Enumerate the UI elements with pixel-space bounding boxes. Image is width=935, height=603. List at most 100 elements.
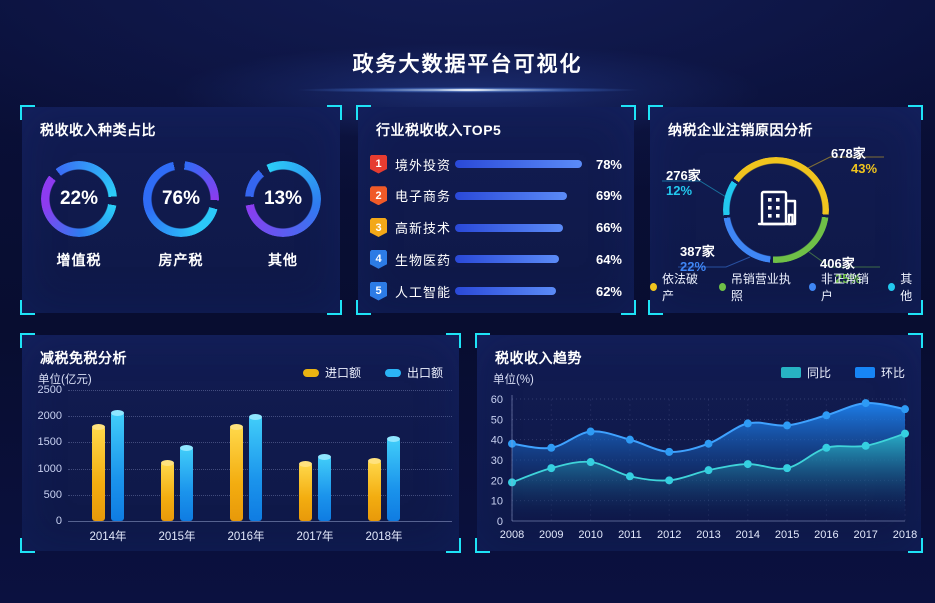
corner-bracket-icon [648,105,663,120]
rank-shield-badge: 5 [370,281,387,301]
huanbi-point [901,405,909,414]
tongbi-point [704,466,713,475]
ring-charts: 22% 增值税 76% 房产税 13% 其他 [28,161,334,270]
percent-value: 78% [595,156,622,172]
corner-bracket-icon [446,538,461,553]
page-header: 政务大数据平台可视化 [0,0,935,100]
legend-swatch-icon [384,368,401,377]
trend-chart-legend: 同比 环比 [780,364,905,381]
donut-legend: 依法破产 吊销营业执照 非正常销户 其他 [650,270,921,304]
percent-value: 66% [595,220,622,235]
export-bar [387,436,400,521]
x-axis-tick-label: 2012 [657,529,681,541]
ring-chart-item: 76% 房产税 [143,161,219,270]
slice-percent-label: 22% [680,259,707,274]
corner-bracket-icon [356,300,371,315]
rank-shield-badge: 3 [370,218,387,237]
bar-track [455,191,582,200]
x-axis-tick-label: 2013 [696,529,720,541]
ring-percent-value: 13% [263,188,303,209]
import-bar [368,458,381,521]
import-bar [299,461,312,521]
rank-shield-badge: 1 [370,154,387,174]
percent-value: 62% [595,283,622,299]
y-axis-tick-label: 2000 [37,410,62,423]
area-trend-chart: 0 10 20 30 40 50 60 2008 2009 2010 2011 2012 2013 201… [491,394,917,541]
legend-label: 进口额 [324,366,361,380]
tongbi-point [783,464,792,473]
y-axis-tick-label: 0 [55,515,62,527]
x-axis-tick-label: 2010 [578,529,602,541]
y-axis-tick-label: 60 [491,394,503,406]
top5-row: 3 高新技术 66% [370,218,622,238]
legend-item[interactable]: 进口额 [302,364,361,381]
x-axis-tick-label: 2017 [853,529,877,541]
tongbi-point [822,443,831,452]
legend-item[interactable]: 依法破产 [650,270,704,304]
ring-percent-value: 76% [161,188,201,209]
slice-count-label: 406家 [820,256,855,271]
huanbi-point [822,411,831,420]
legend-item[interactable]: 非正常销户 [808,270,873,304]
bar-fill [455,223,563,232]
y-axis-tick-label: 40 [491,435,503,447]
panel-title: 纳税企业注销原因分析 [668,122,813,138]
unit-label: 单位(亿元) [38,374,92,386]
ring-chart-item: 13% 其他 [245,161,321,270]
legend-swatch-icon [780,367,801,378]
panel-title: 税收收入趋势 [495,350,582,366]
y-axis-tick-label: 10 [491,496,503,508]
tongbi-point [547,464,556,473]
legend-label: 其他 [900,272,913,303]
tongbi-point [625,472,634,481]
slice-count-label: 276家 [666,168,701,183]
legend-label: 环比 [880,366,905,380]
ring-category-label: 增值税 [56,252,102,268]
legend-item[interactable]: 吊销营业执照 [718,270,794,304]
corner-bracket-icon [327,105,342,120]
slice-count-label: 678家 [831,146,866,161]
legend-label: 依法破产 [661,272,698,303]
x-axis-tick-label: 2014 [736,529,760,541]
ring-chart: 76% [143,161,219,237]
bar-track [455,287,582,295]
panel-tax-type-share: 税收收入种类占比 22% 增值税 76% 房产税 13% 其他 [20,105,342,315]
gridline [68,390,452,391]
legend-item[interactable]: 环比 [854,364,905,381]
x-axis-tick-label: 2016 [814,529,838,541]
panel-tax-reduction: 减税免税分析 单位(亿元) 进口额 出口额 0 500 1000 1500 2000 250… [20,333,461,553]
tongbi-point [743,460,752,469]
industry-label: 电子商务 [395,189,452,205]
panel-industry-top5: 行业税收收入TOP5 1 境外投资 78% 2 电子商务 69% 3 高新技术 66% 4 生物医药… [356,105,636,315]
y-axis-tick-label: 50 [491,414,503,426]
huanbi-point [783,421,792,430]
top5-list: 1 境外投资 78% 2 电子商务 69% 3 高新技术 66% 4 生物医药 64% 5 人工智能 62% [370,154,622,301]
legend-label: 吊销营业执照 [730,272,791,303]
legend-swatch-icon [854,367,875,378]
panel-title: 减税免税分析 [40,350,127,366]
legend-item[interactable]: 同比 [780,364,831,381]
y-axis-tick-label: 20 [491,475,503,487]
slice-percent-label: 25% [835,271,862,286]
tongbi-point [901,429,909,438]
x-axis-tick-label: 2015年 [158,531,196,543]
rank-shield-badge: 2 [370,186,387,206]
legend-item[interactable]: 出口额 [384,364,443,381]
y-axis-tick-label: 500 [43,488,62,501]
corner-bracket-icon [20,300,35,315]
panel-title: 税收收入种类占比 [40,122,156,138]
legend-item[interactable]: 其他 [888,270,921,304]
bar-track [455,223,582,232]
x-axis-tick-label: 2014年 [89,531,127,543]
corner-bracket-icon [475,333,490,348]
ring-chart: 22% [41,161,117,237]
x-axis-line [68,521,452,522]
huanbi-point [665,447,674,456]
corner-bracket-icon [908,538,923,553]
top5-row: 5 人工智能 62% [370,281,622,301]
x-axis-tick-label: 2018年 [365,531,403,543]
tongbi-area [512,433,905,521]
legend-dot-icon [650,283,657,291]
x-axis-tick-label: 2017年 [296,531,334,543]
export-bar [111,410,124,521]
